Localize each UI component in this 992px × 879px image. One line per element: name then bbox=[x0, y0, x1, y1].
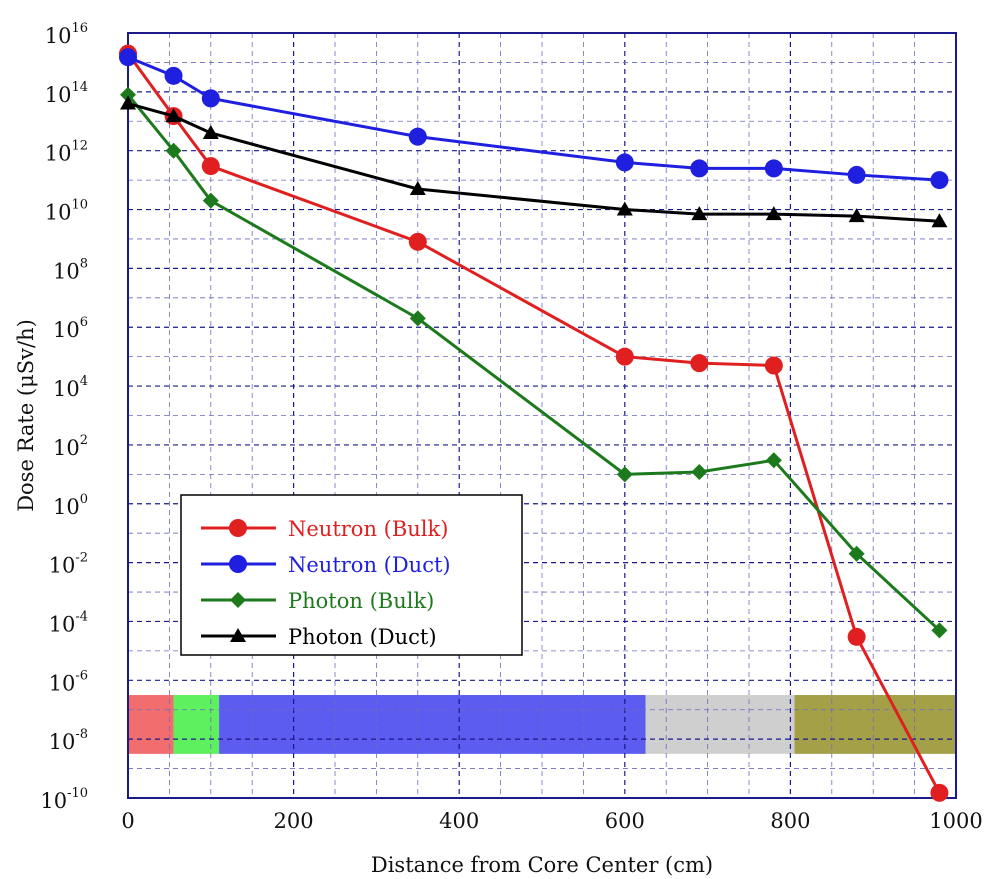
series-neutron-duct bbox=[119, 48, 949, 190]
data-point-neutron-bulk bbox=[930, 783, 949, 802]
x-tick-label: 200 bbox=[274, 809, 314, 833]
data-point-neutron-bulk bbox=[408, 232, 427, 251]
legend-marker-neutron-bulk bbox=[229, 519, 247, 537]
legend: Neutron (Bulk) Neutron (Duct) Photon (Bulk… bbox=[180, 494, 523, 656]
data-point-photon-duct bbox=[848, 208, 865, 223]
data-point-photon-duct bbox=[931, 213, 948, 228]
x-tick-label: 1000 bbox=[929, 809, 982, 833]
series-line-neutron-duct bbox=[127, 55, 940, 182]
series-neutron-bulk bbox=[119, 44, 949, 802]
legend-marker-photon-duct bbox=[230, 628, 246, 642]
data-point-neutron-duct bbox=[615, 153, 634, 172]
y-tick-label: 100 bbox=[53, 492, 88, 519]
y-tick-label: 104 bbox=[53, 374, 88, 401]
legend-label-photon-bulk: Photon (Bulk) bbox=[288, 589, 434, 613]
y-tick-label: 108 bbox=[53, 256, 88, 283]
y-axis-title: Dose Rate (μSv/h) bbox=[14, 319, 38, 512]
data-point-photon-duct bbox=[165, 108, 182, 123]
series-line-neutron-bulk bbox=[126, 52, 941, 794]
region-band-1 bbox=[128, 695, 174, 754]
material-regions bbox=[128, 695, 956, 754]
legend-label-photon-duct: Photon (Duct) bbox=[288, 625, 437, 649]
data-point-neutron-bulk bbox=[615, 347, 634, 366]
y-tick-label: 1014 bbox=[45, 80, 88, 107]
x-tick-label: 600 bbox=[605, 809, 645, 833]
y-tick-label: 1012 bbox=[45, 139, 88, 166]
plot-frame bbox=[127, 32, 957, 799]
data-point-photon-duct bbox=[765, 206, 782, 221]
data-point-photon-bulk bbox=[931, 622, 948, 639]
x-axis-title: Distance from Core Center (cm) bbox=[371, 853, 713, 877]
legend-label-neutron-duct: Neutron (Duct) bbox=[288, 553, 451, 577]
data-point-neutron-duct bbox=[764, 159, 783, 178]
x-tick-labels: 0 200 400 600 800 1000 bbox=[121, 809, 982, 833]
x-tick-label: 0 bbox=[121, 809, 134, 833]
y-tick-label: 106 bbox=[53, 315, 88, 342]
y-tick-label: 10-2 bbox=[49, 551, 88, 578]
legend-label-neutron-bulk: Neutron (Bulk) bbox=[288, 517, 448, 541]
region-band-2 bbox=[173, 695, 220, 754]
data-point-photon-bulk bbox=[409, 310, 426, 327]
data-point-neutron-duct bbox=[847, 165, 866, 184]
data-point-neutron-duct bbox=[408, 127, 427, 146]
series-photon-duct bbox=[120, 95, 948, 228]
data-point-neutron-duct bbox=[690, 159, 709, 178]
region-band-4 bbox=[645, 695, 795, 754]
data-point-neutron-bulk bbox=[690, 354, 709, 373]
data-point-photon-duct bbox=[616, 201, 633, 216]
data-point-photon-duct bbox=[691, 206, 708, 221]
data-point-photon-bulk bbox=[616, 466, 633, 483]
data-point-photon-bulk bbox=[120, 86, 136, 103]
y-tick-labels: 1016 1014 1012 1010 108 106 104 102 100 10-2 10-4 1… bbox=[40, 21, 88, 813]
data-point-photon-bulk bbox=[165, 142, 182, 159]
y-tick-label: 10-8 bbox=[49, 727, 88, 754]
data-point-photon-duct bbox=[409, 180, 426, 195]
y-tick-label: 10-10 bbox=[40, 786, 88, 813]
y-tick-label: 102 bbox=[53, 433, 88, 460]
x-tick-label: 400 bbox=[439, 809, 479, 833]
grid-lines bbox=[128, 33, 956, 798]
data-point-neutron-bulk bbox=[764, 356, 783, 375]
data-point-photon-bulk bbox=[202, 192, 219, 209]
y-tick-label: 10-4 bbox=[49, 609, 88, 636]
data-point-neutron-bulk bbox=[847, 627, 866, 646]
data-point-neutron-duct bbox=[119, 48, 137, 67]
data-point-neutron-duct bbox=[164, 66, 183, 85]
region-band-5 bbox=[794, 695, 956, 754]
y-tick-label: 10-6 bbox=[49, 668, 88, 695]
series-layer bbox=[119, 44, 949, 802]
y-tick-label: 1016 bbox=[45, 21, 88, 48]
region-band-3 bbox=[219, 695, 646, 754]
data-point-photon-bulk bbox=[848, 545, 865, 562]
series-photon-bulk bbox=[120, 86, 948, 639]
data-point-photon-bulk bbox=[691, 464, 708, 481]
legend-marker-neutron-duct bbox=[229, 555, 247, 573]
y-tick-label: 1010 bbox=[45, 198, 88, 225]
data-point-neutron-duct bbox=[201, 89, 220, 108]
data-point-photon-bulk bbox=[765, 452, 782, 469]
data-point-neutron-bulk bbox=[201, 157, 220, 176]
data-point-photon-duct bbox=[120, 95, 136, 110]
x-tick-label: 800 bbox=[770, 809, 810, 833]
data-point-neutron-duct bbox=[930, 171, 949, 190]
data-point-photon-duct bbox=[202, 124, 219, 139]
legend-marker-photon-bulk bbox=[230, 592, 246, 608]
